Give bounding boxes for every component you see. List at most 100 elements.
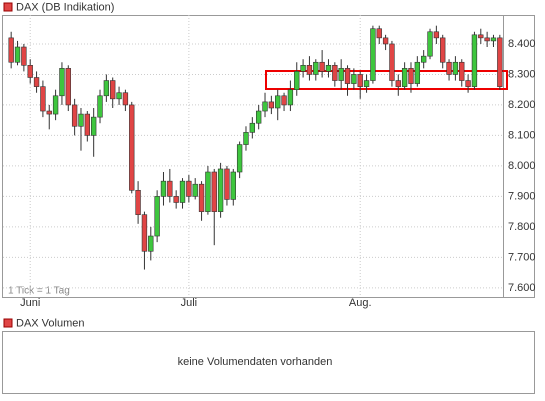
y-tick-label: 8.300: [508, 68, 536, 80]
candle-body: [427, 31, 433, 57]
candle-body: [110, 80, 116, 100]
candle-body: [382, 37, 389, 45]
candle-body: [325, 65, 332, 72]
candle-body: [249, 122, 256, 133]
y-tick-label: 8.400: [508, 38, 536, 50]
candle-body: [224, 168, 230, 200]
candle-body: [243, 132, 249, 145]
candle-body: [141, 214, 148, 252]
y-tick-label: 8.000: [508, 160, 536, 172]
candle-body: [14, 46, 21, 63]
candle-body: [370, 28, 376, 81]
candle-body: [497, 37, 503, 87]
y-tick-label: 7.800: [508, 221, 536, 233]
y-tick-label: 7.900: [508, 190, 536, 202]
candle-body: [129, 104, 135, 191]
plot-frame: [2, 15, 535, 298]
candle-body: [433, 31, 440, 39]
candle-body: [294, 71, 300, 90]
candle-body: [440, 37, 446, 63]
candle-body: [351, 74, 357, 84]
candle-body: [97, 95, 103, 118]
candle-body: [275, 95, 281, 109]
candle-body: [205, 171, 211, 212]
candle-body: [376, 28, 382, 39]
candle-body: [363, 80, 370, 87]
candle-body: [21, 46, 27, 66]
y-tick-label: 8.100: [508, 129, 536, 141]
candle-body: [90, 116, 97, 136]
candle-body: [306, 65, 313, 75]
legend-swatch: [3, 2, 13, 12]
candle-body: [8, 37, 14, 63]
candle-body: [186, 180, 192, 197]
highlight-box: [265, 70, 508, 90]
candle-body: [319, 61, 325, 72]
candle-body: [230, 171, 236, 200]
candle-body: [148, 235, 154, 252]
volume-message: keine Volumendaten vorhanden: [178, 356, 333, 368]
candle-body: [357, 74, 363, 87]
candle-body: [122, 92, 129, 106]
candle-body: [484, 37, 490, 42]
candle-body: [103, 80, 110, 97]
candle-body: [179, 180, 186, 203]
candle-body: [281, 95, 287, 106]
candle-body: [192, 183, 198, 197]
candle-body: [446, 61, 452, 75]
candle-body: [236, 144, 243, 173]
candle-body: [408, 68, 414, 84]
legend-label: DAX (DB Indikation): [16, 1, 114, 13]
candle-body: [268, 101, 275, 109]
volume-title: DAX Volumen: [16, 317, 84, 329]
candle-body: [52, 95, 59, 115]
y-tick-label: 7.600: [508, 282, 536, 294]
candle-body: [167, 180, 173, 197]
candle-body: [262, 101, 268, 112]
candle-body: [84, 113, 91, 136]
legend-swatch: [3, 318, 13, 328]
candle-body: [46, 110, 52, 115]
candle-body: [465, 80, 471, 87]
candle-body: [395, 80, 401, 87]
candle-body: [478, 34, 484, 39]
candle-body: [287, 89, 294, 106]
x-tick-label: Aug.: [349, 297, 372, 309]
note: 1 Tick = 1 Tag: [8, 286, 70, 297]
candle-body: [332, 65, 338, 81]
candle-body: [27, 65, 33, 78]
candle-body: [71, 104, 78, 127]
candle-body: [154, 196, 160, 237]
candle-body: [211, 171, 217, 212]
candle-body: [198, 183, 205, 212]
candle-body: [389, 43, 395, 81]
candle-body: [344, 68, 351, 84]
candle-body: [471, 34, 478, 87]
candle-body: [135, 189, 141, 215]
x-tick-label: Juli: [181, 297, 198, 309]
candle-body: [338, 68, 344, 81]
candle-body: [65, 68, 71, 106]
candle-body: [401, 68, 408, 87]
candle-body: [414, 61, 421, 84]
candle-body: [452, 61, 459, 75]
candle-body: [173, 196, 179, 203]
candle-body: [59, 68, 65, 97]
x-tick-label: Juni: [20, 297, 40, 309]
plot: 7.600 7.700 7.800 7.900 8.000 8.100 8.200 8.300…: [3, 15, 536, 309]
candle-body: [78, 113, 84, 127]
candle-body: [300, 65, 306, 72]
candle-body: [459, 61, 465, 81]
candle-body: [160, 180, 167, 197]
candle-body: [313, 61, 319, 75]
volume-frame: [2, 331, 535, 394]
y-tick-label: 7.700: [508, 251, 536, 263]
candle-body: [217, 168, 224, 212]
candle-body: [40, 86, 46, 112]
candle-body: [255, 110, 262, 124]
candle-body: [420, 55, 427, 63]
candle-body: [490, 37, 497, 42]
candle-body: [33, 77, 40, 87]
y-tick-label: 8.200: [508, 99, 536, 111]
